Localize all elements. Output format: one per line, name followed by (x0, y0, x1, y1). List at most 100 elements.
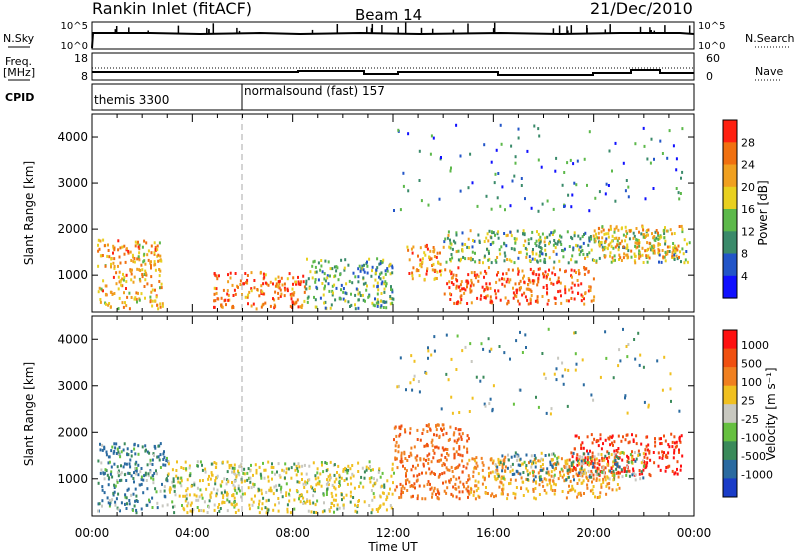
velocity-cell (338, 484, 340, 488)
power-cell (217, 297, 220, 301)
power-cell (419, 258, 422, 262)
velocity-cell (501, 469, 504, 473)
power-cell (397, 128, 400, 132)
velocity-cell (338, 506, 341, 510)
velocity-cell (107, 455, 110, 459)
velocity-cell (327, 482, 330, 486)
velocity-cell (127, 487, 130, 491)
velocity-cell (163, 485, 166, 489)
power-cell (158, 241, 161, 245)
velocity-cell (602, 466, 605, 470)
velocity-cell (426, 454, 429, 458)
velocity-cell (122, 465, 125, 469)
velocity-cell (583, 492, 585, 495)
velocity-cell (545, 491, 548, 495)
power-cell (137, 240, 139, 244)
velocity-cell (637, 449, 640, 453)
velocity-cell (572, 465, 575, 469)
velocity-cell (475, 489, 478, 493)
power-cell (665, 229, 668, 233)
power-cell (143, 239, 146, 243)
power-cell (677, 244, 680, 248)
power-cell (485, 282, 488, 286)
power-cell (506, 258, 509, 261)
velocity-cell (397, 384, 400, 388)
velocity-cell (240, 495, 242, 499)
power-cell (586, 253, 589, 256)
power-cell (449, 269, 452, 273)
power-cell (539, 259, 542, 263)
velocity-cell (596, 496, 599, 499)
velocity-cell (500, 492, 503, 496)
power-cell (386, 269, 389, 273)
power-cell (371, 301, 374, 305)
velocity-cell (606, 462, 609, 466)
power-cell (673, 258, 676, 261)
velocity-cell (429, 472, 432, 476)
velocity-cell (354, 503, 356, 507)
power-cell (603, 247, 606, 251)
velocity-cell (533, 454, 536, 458)
velocity-cell (475, 375, 478, 379)
power-cell (138, 268, 141, 272)
power-cell (494, 258, 497, 262)
velocity-cell (493, 495, 495, 499)
velocity-cell (488, 472, 490, 475)
velocity-cell (349, 467, 352, 471)
velocity-cell (431, 444, 434, 448)
velocity-cell (110, 465, 113, 469)
velocity-cell (522, 494, 525, 497)
velocity-cell (455, 441, 458, 445)
power-cell (137, 245, 140, 249)
velocity-cell (597, 444, 600, 448)
power-cell (509, 204, 512, 208)
velocity-cell (452, 447, 455, 451)
velocity-cell (358, 485, 361, 489)
power-cell (514, 155, 517, 159)
velocity-cell (632, 458, 635, 462)
power-cell (537, 280, 540, 284)
velocity-cell (137, 463, 140, 467)
velocity-cell (502, 462, 505, 466)
power-cell (598, 190, 601, 194)
velocity-cell (298, 465, 301, 469)
power-cell (363, 270, 366, 274)
power-cell (646, 229, 648, 233)
velocity-cell (593, 455, 596, 459)
power-cell (151, 299, 154, 303)
power-cell (379, 262, 382, 266)
velocity-cell (425, 424, 428, 428)
power-cell (246, 274, 249, 277)
velocity-cell (350, 482, 353, 486)
velocity-cell (555, 463, 558, 467)
velocity-cell (267, 498, 270, 502)
power-cell (504, 296, 507, 300)
power-cell (103, 244, 106, 248)
velocity-cell (365, 465, 368, 469)
power-cell (563, 247, 566, 251)
velocity-cell (312, 494, 315, 498)
velocity-cell (580, 493, 583, 497)
velocity-cell (129, 458, 132, 462)
power-cell (547, 299, 550, 302)
velocity-cell (467, 474, 470, 478)
velocity-cell (263, 476, 266, 480)
velocity-cell (100, 468, 103, 472)
velocity-cell (433, 486, 436, 490)
power-cell (377, 288, 380, 292)
velocity-cell (279, 488, 282, 491)
power-cell (375, 301, 378, 305)
velocity-cell (647, 403, 650, 407)
velocity-cell (540, 451, 543, 455)
velocity-cell (425, 471, 428, 475)
velocity-cell (598, 463, 601, 467)
velocity-cell (341, 498, 343, 502)
power-cell (99, 298, 102, 301)
velocity-cell (217, 505, 220, 509)
velocity-cell (148, 500, 151, 504)
velocity-cell (606, 482, 609, 486)
power-cell (580, 245, 583, 249)
velocity-cell (359, 481, 362, 485)
power-cell (519, 250, 522, 254)
